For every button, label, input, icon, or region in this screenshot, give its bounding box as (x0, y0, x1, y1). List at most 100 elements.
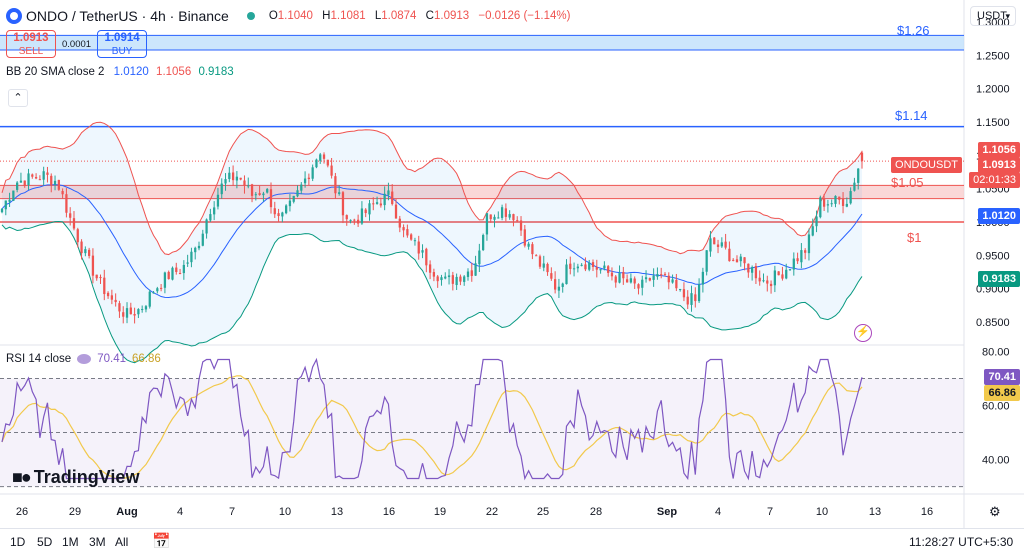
bollinger-legend[interactable]: BB 20 SMA close 2 1.0120 1.1056 0.9183 (6, 66, 234, 78)
candle-body (375, 202, 379, 204)
candle-body (754, 266, 758, 279)
candle-body (213, 207, 216, 215)
bb-label: BB 20 SMA close 2 (6, 66, 105, 78)
chevron-up-icon[interactable]: ⌃ (8, 89, 28, 107)
candle-body (815, 216, 818, 227)
range-1m[interactable]: 1M (62, 535, 79, 549)
candle-body (500, 207, 504, 218)
candle-body (576, 266, 579, 269)
candle-body (675, 279, 678, 289)
candle-body (171, 267, 174, 280)
eye-icon[interactable] (77, 354, 92, 364)
settings-icon[interactable]: ⚙ (989, 504, 1001, 519)
candle-body (319, 154, 322, 161)
candle-body (849, 191, 852, 204)
range-1d[interactable]: 1D (10, 535, 26, 549)
candle-body (656, 274, 659, 277)
candle-body (478, 250, 481, 265)
time-tick-label: 26 (16, 506, 28, 518)
candle-body (857, 168, 860, 183)
bb-basis-line (1, 184, 863, 299)
candle-body (69, 213, 72, 218)
candle-body (194, 247, 197, 253)
candle-body (614, 276, 617, 283)
candle-body (584, 264, 587, 270)
rsi-tick-label: 80.00 (982, 346, 1010, 358)
candle-body (258, 193, 261, 195)
symbol-price-label: ONDOUSDT (891, 157, 962, 173)
currency-button[interactable]: USDT ▾ (970, 6, 1016, 26)
candle-body (402, 227, 405, 231)
candle-body (247, 185, 250, 187)
candle-body (697, 284, 701, 302)
level-zone (0, 185, 964, 199)
candle-body (296, 190, 299, 197)
candle-body (4, 200, 7, 210)
candle-body (618, 272, 621, 283)
candle-body (141, 309, 144, 311)
candle-body (504, 208, 508, 217)
candle-body (231, 172, 235, 181)
candle-body (660, 274, 663, 276)
candle-body (807, 234, 811, 254)
candle-body (42, 171, 45, 180)
rsi-legend[interactable]: RSI 14 close 70.41 66.86 (6, 353, 161, 365)
candle-body (459, 276, 462, 282)
lightning-icon[interactable]: ⚡ (854, 324, 872, 342)
candle-body (228, 172, 231, 180)
time-tick-label: 4 (715, 506, 721, 518)
candle-body (436, 276, 439, 282)
buy-button[interactable]: 1.0914 BUY (97, 30, 148, 58)
candle-body (326, 159, 329, 166)
candle-body (349, 219, 352, 221)
candle-body (106, 292, 110, 297)
candle-body (152, 292, 155, 294)
rsi-price-label: 70.41 (984, 369, 1020, 385)
change-value: −0.0126 (−1.14%) (478, 10, 571, 22)
candle-body (201, 233, 204, 246)
last-price-label: 1.0913 (978, 157, 1020, 173)
candle-body (572, 268, 576, 270)
level-label-1: $1 (907, 230, 922, 245)
clock-readout[interactable]: 11:28:27 UTC+5:30 (909, 535, 1014, 549)
candle-body (190, 251, 193, 263)
range-3m[interactable]: 3M (89, 535, 106, 549)
candle-body (599, 269, 602, 271)
candle-body (277, 213, 280, 217)
calendar-icon[interactable]: 📅 (152, 533, 171, 550)
candle-body (31, 174, 34, 177)
candle-body (103, 277, 106, 295)
range-5d[interactable]: 5D (37, 535, 53, 549)
candle-body (663, 273, 667, 275)
candle-body (447, 275, 451, 278)
candle-body (364, 209, 367, 214)
symbol-title[interactable]: ONDO / TetherUS · 4h · Binance (26, 8, 229, 24)
time-tick-label: 29 (69, 506, 81, 518)
rsi-ma-line (1, 375, 863, 480)
sell-button[interactable]: 1.0913 SELL (6, 30, 56, 58)
candle-body (406, 229, 409, 236)
time-tick-label: Sep (657, 506, 677, 518)
candle-body (830, 203, 833, 205)
candle-body (735, 259, 739, 263)
candle-body (747, 263, 750, 273)
candle-body (379, 203, 382, 206)
rsi-line (1, 357, 863, 481)
candle-body (144, 306, 148, 310)
candle-body (489, 214, 492, 220)
time-tick-label: 25 (537, 506, 549, 518)
candle-body (588, 262, 591, 270)
candle-body (425, 248, 428, 266)
candle-body (417, 241, 420, 254)
candle-body (444, 276, 447, 279)
candle-body (12, 190, 15, 201)
candle-body (800, 250, 803, 263)
bb-basis-price-label: 1.0120 (978, 208, 1020, 224)
candle-body (65, 194, 68, 213)
candle-body (466, 271, 470, 277)
candle-body (716, 244, 720, 247)
range-all[interactable]: All (115, 535, 129, 549)
candle-body (550, 273, 553, 279)
tradingview-logo[interactable]: ■● TradingView (12, 467, 140, 487)
